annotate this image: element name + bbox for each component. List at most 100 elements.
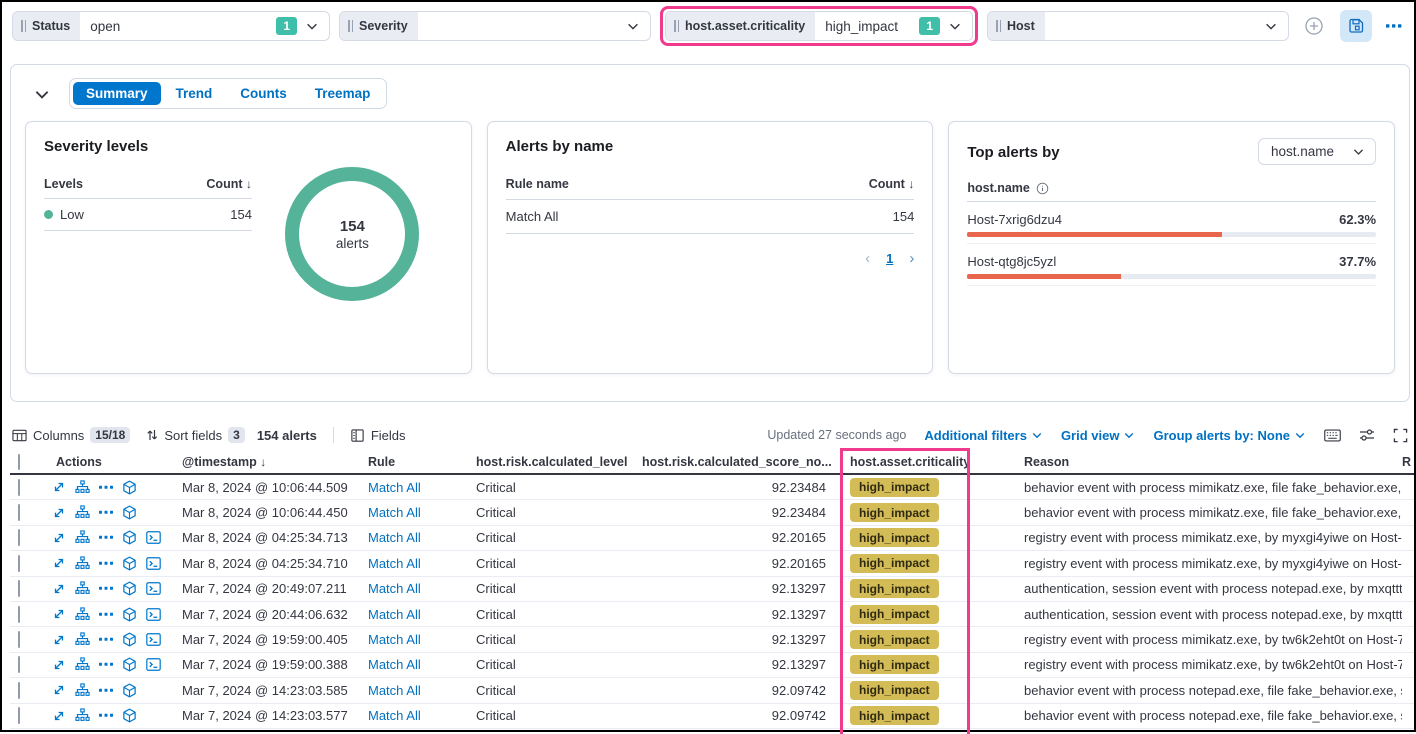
collapse-section-button[interactable] — [33, 85, 51, 103]
row-checkbox[interactable] — [18, 478, 20, 496]
more-actions-icon[interactable] — [99, 485, 113, 490]
rule-name-link[interactable]: Match All — [368, 632, 421, 648]
rule-name-link[interactable]: Match All — [368, 581, 421, 597]
sort-fields-button[interactable]: Sort fields 3 — [146, 427, 245, 443]
analyze-event-icon[interactable] — [122, 530, 137, 545]
expand-alert-icon[interactable] — [52, 582, 66, 596]
analyze-event-icon[interactable] — [122, 480, 137, 495]
add-filter-button[interactable] — [1298, 10, 1330, 42]
tab-treemap[interactable]: Treemap — [314, 86, 371, 101]
fullscreen-button[interactable] — [1393, 428, 1408, 443]
alert-reason[interactable]: registry event with process mimikatz.exe… — [1024, 657, 1402, 673]
more-actions-icon[interactable] — [99, 662, 113, 667]
investigate-in-timeline-icon[interactable] — [75, 683, 90, 698]
display-options-button[interactable] — [1359, 428, 1375, 442]
investigate-in-timeline-icon[interactable] — [75, 657, 90, 672]
rule-name-link[interactable]: Match All — [368, 657, 421, 673]
top-alerts-field-select[interactable]: host.name — [1257, 138, 1377, 165]
analyze-event-icon[interactable] — [122, 632, 137, 647]
drag-handle-icon[interactable] — [996, 20, 1001, 32]
more-actions-icon[interactable] — [99, 510, 113, 515]
rule-name-link[interactable]: Match All — [368, 682, 421, 698]
expand-alert-icon[interactable] — [52, 607, 66, 621]
investigate-in-timeline-icon[interactable] — [75, 530, 90, 545]
analyze-event-icon[interactable] — [122, 581, 137, 596]
investigate-in-timeline-icon[interactable] — [75, 632, 90, 647]
more-actions-icon[interactable] — [99, 561, 113, 566]
header-rule[interactable]: Rule — [368, 454, 396, 469]
analyze-event-icon[interactable] — [122, 607, 137, 622]
rule-name-link[interactable]: Match All — [368, 555, 421, 571]
expand-alert-icon[interactable] — [52, 531, 66, 545]
alert-reason[interactable]: behavior event with process notepad.exe,… — [1024, 682, 1402, 698]
alert-reason[interactable]: behavior event with process notepad.exe,… — [1024, 708, 1402, 724]
count-sort-header[interactable]: Count ↓ — [868, 177, 915, 191]
row-checkbox[interactable] — [18, 631, 20, 649]
group-alerts-by-button[interactable]: Group alerts by: None — [1153, 428, 1306, 443]
open-session-view-icon[interactable] — [146, 556, 161, 570]
drag-handle-icon[interactable] — [674, 20, 679, 32]
select-all-checkbox[interactable] — [18, 453, 20, 470]
row-checkbox[interactable] — [18, 656, 20, 674]
keyboard-shortcuts-button[interactable] — [1324, 429, 1341, 442]
alert-reason[interactable]: registry event with process mimikatz.exe… — [1024, 555, 1402, 571]
rule-name-link[interactable]: Match All — [368, 530, 421, 546]
tab-trend[interactable]: Trend — [175, 86, 213, 101]
filter-status[interactable]: Status open 1 — [12, 11, 330, 41]
rule-name-link[interactable]: Match All — [368, 708, 421, 724]
analyze-event-icon[interactable] — [122, 708, 137, 723]
alert-reason[interactable]: registry event with process mimikatz.exe… — [1024, 632, 1402, 648]
next-page-icon[interactable]: › — [909, 250, 915, 267]
save-query-button[interactable] — [1340, 10, 1372, 42]
info-icon[interactable] — [1036, 182, 1049, 195]
fields-button[interactable]: Fields — [350, 428, 406, 443]
investigate-in-timeline-icon[interactable] — [75, 480, 90, 495]
row-checkbox[interactable] — [18, 605, 20, 623]
investigate-in-timeline-icon[interactable] — [75, 505, 90, 520]
more-actions-icon[interactable] — [99, 688, 113, 693]
investigate-in-timeline-icon[interactable] — [75, 607, 90, 622]
open-session-view-icon[interactable] — [146, 633, 161, 646]
expand-alert-icon[interactable] — [52, 658, 66, 672]
investigate-in-timeline-icon[interactable] — [75, 708, 90, 723]
drag-handle-icon[interactable] — [21, 20, 26, 32]
expand-alert-icon[interactable] — [52, 480, 66, 494]
analyze-event-icon[interactable] — [122, 657, 137, 672]
filter-host[interactable]: Host — [987, 11, 1289, 41]
expand-alert-icon[interactable] — [52, 683, 66, 697]
expand-alert-icon[interactable] — [52, 556, 66, 570]
alert-reason[interactable]: registry event with process mimikatz.exe… — [1024, 530, 1402, 546]
filter-bar-menu-button[interactable] — [1382, 10, 1406, 42]
analyze-event-icon[interactable] — [122, 505, 137, 520]
rule-name-link[interactable]: Match All — [368, 606, 421, 622]
row-checkbox[interactable] — [18, 554, 20, 572]
header-risk-score[interactable]: host.risk.calculated_score_no... ↓ — [638, 455, 836, 469]
more-actions-icon[interactable] — [99, 586, 113, 591]
rule-name-link[interactable]: Match All — [368, 479, 421, 495]
row-checkbox[interactable] — [18, 681, 20, 699]
count-sort-header[interactable]: Count ↓ — [206, 177, 252, 191]
alert-reason[interactable]: authentication, session event with proce… — [1024, 581, 1402, 597]
open-session-view-icon[interactable] — [146, 582, 161, 596]
more-actions-icon[interactable] — [99, 612, 113, 617]
header-reason[interactable]: Reason — [1024, 454, 1070, 469]
filter-host-asset-criticality[interactable]: host.asset.criticality high_impact 1 — [665, 11, 973, 41]
expand-alert-icon[interactable] — [52, 709, 66, 723]
row-checkbox[interactable] — [18, 580, 20, 598]
tab-counts[interactable]: Counts — [240, 86, 287, 101]
more-actions-icon[interactable] — [99, 637, 113, 642]
expand-alert-icon[interactable] — [52, 633, 66, 647]
filter-severity[interactable]: Severity — [339, 11, 651, 41]
more-actions-icon[interactable] — [99, 713, 113, 718]
row-checkbox[interactable] — [18, 529, 20, 547]
additional-filters-button[interactable]: Additional filters — [924, 428, 1043, 443]
tab-summary[interactable]: Summary — [73, 82, 161, 105]
grid-view-button[interactable]: Grid view — [1061, 428, 1136, 443]
row-checkbox[interactable] — [18, 504, 20, 522]
open-session-view-icon[interactable] — [146, 531, 161, 545]
row-checkbox[interactable] — [18, 707, 20, 725]
drag-handle-icon[interactable] — [348, 20, 353, 32]
more-actions-icon[interactable] — [99, 535, 113, 540]
columns-button[interactable]: Columns 15/18 — [12, 427, 131, 443]
header-asset-criticality[interactable]: host.asset.criticality — [850, 454, 971, 469]
